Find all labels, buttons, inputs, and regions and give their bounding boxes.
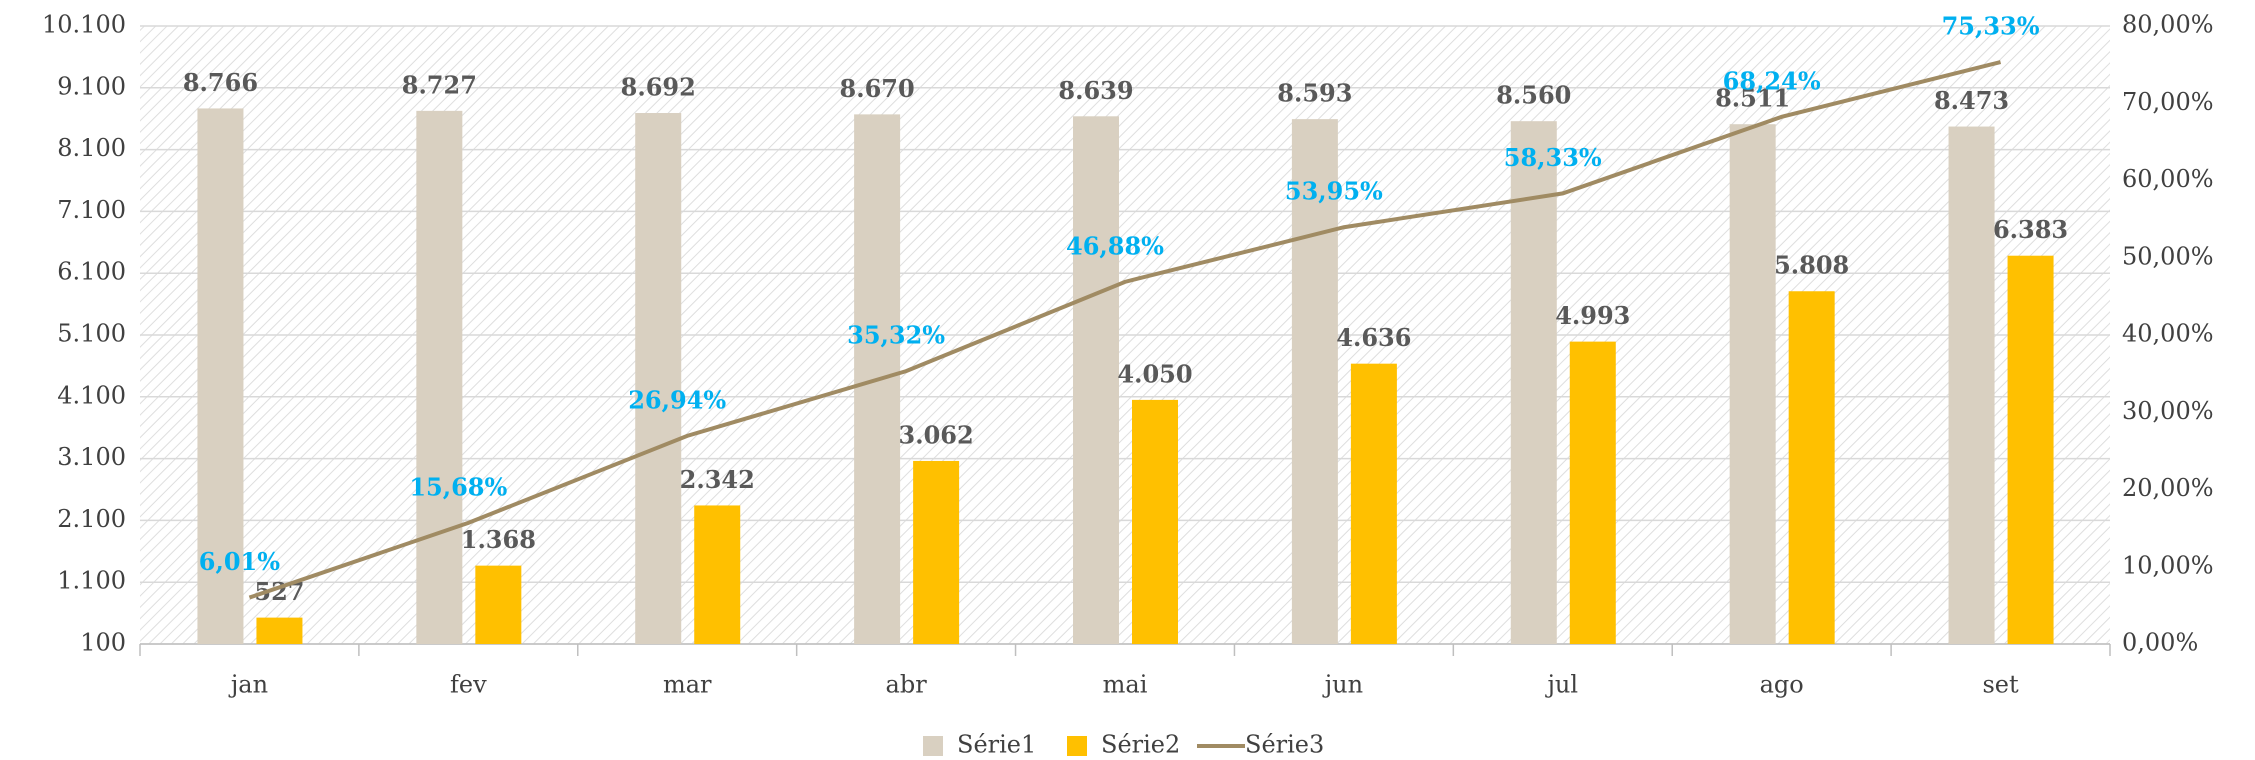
data-label: 68,24% (1723, 66, 1821, 95)
data-label: 58,33% (1504, 143, 1602, 172)
data-label: 8.727 (402, 70, 477, 99)
data-label: 5.808 (1774, 251, 1849, 280)
data-label: 8.639 (1058, 76, 1133, 105)
data-label: 75,33% (1942, 12, 2040, 41)
data-label: 8.593 (1277, 79, 1352, 108)
bar (256, 617, 303, 644)
data-label: 6,01% (199, 547, 280, 576)
legend-swatch (923, 736, 943, 756)
x-tick-label: jan (228, 671, 268, 699)
y-tick-label: 9.100 (57, 72, 126, 100)
data-label: 8.511 (1715, 84, 1790, 113)
y-tick-label: 1.100 (57, 567, 126, 595)
bar (694, 505, 741, 644)
data-label: 26,94% (628, 385, 726, 414)
y2-tick-label: 10,00% (2122, 551, 2214, 579)
y2-tick-label: 70,00% (2122, 88, 2214, 116)
y2-tick-label: 20,00% (2122, 474, 2214, 502)
bar (1510, 121, 1557, 644)
data-label: 53,95% (1285, 177, 1383, 206)
data-label: 6.383 (1993, 215, 2068, 244)
y-tick-label: 6.100 (57, 258, 126, 286)
y2-tick-label: 0,00% (2122, 629, 2198, 657)
data-label: 8.473 (1934, 86, 2009, 115)
y-tick-label: 7.100 (57, 196, 126, 224)
y2-tick-label: 50,00% (2122, 242, 2214, 270)
data-label: 4.993 (1555, 301, 1630, 330)
y-tick-label: 5.100 (57, 320, 126, 348)
data-label: 8.670 (840, 74, 915, 103)
y-tick-label: 2.100 (57, 505, 126, 533)
x-tick-label: abr (886, 671, 928, 699)
bar (416, 110, 463, 645)
bar (635, 113, 682, 644)
bar (1948, 126, 1995, 645)
data-label: 8.766 (183, 68, 258, 97)
data-label: 15,68% (409, 472, 507, 501)
x-tick-label: fev (450, 671, 487, 699)
x-tick-label: jul (1544, 671, 1578, 699)
y2-tick-label: 80,00% (2122, 11, 2214, 39)
legend-label: Série3 (1245, 731, 1324, 759)
x-tick-label: mai (1103, 671, 1148, 699)
line (248, 60, 2002, 600)
bar (1132, 399, 1178, 644)
y2-tick-label: 60,00% (2122, 165, 2214, 193)
bar (2007, 255, 2054, 644)
y-tick-label: 3.100 (57, 443, 126, 471)
y-tick-label: 4.100 (57, 381, 126, 409)
bar (1729, 124, 1776, 645)
y2-tick-label: 40,00% (2122, 320, 2214, 348)
bar (1073, 116, 1119, 645)
bar (1569, 341, 1616, 644)
x-tick-label: ago (1760, 671, 1804, 699)
y-tick-label: 8.100 (57, 134, 126, 162)
data-label: 8.692 (621, 73, 696, 102)
data-label: 4.050 (1117, 359, 1192, 388)
legend-swatch (1067, 736, 1087, 756)
data-label: 4.636 (1336, 323, 1411, 352)
bar (1291, 119, 1338, 645)
y-tick-label: 100 (80, 629, 126, 657)
data-label: 3.062 (899, 420, 974, 449)
data-label: 35,32% (847, 321, 945, 350)
bar (1350, 363, 1397, 644)
bar (475, 565, 522, 644)
bar (197, 108, 244, 644)
data-label: 1.368 (461, 525, 536, 554)
bar (1788, 291, 1835, 644)
legend-label: Série2 (1101, 731, 1180, 759)
x-tick-label: jun (1322, 671, 1363, 699)
y2-tick-label: 30,00% (2122, 397, 2214, 425)
legend-label: Série1 (957, 731, 1036, 759)
y-tick-label: 10.100 (42, 11, 126, 39)
data-label: 2.342 (680, 465, 755, 494)
data-label: 8.560 (1496, 81, 1571, 110)
data-label: 46,88% (1066, 231, 1164, 260)
x-tick-label: mar (663, 671, 712, 699)
x-tick-label: set (1982, 671, 2019, 699)
bar (913, 460, 960, 644)
